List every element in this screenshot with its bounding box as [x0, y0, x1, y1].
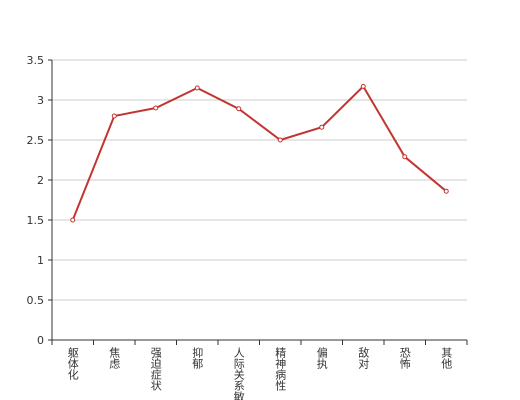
point	[236, 106, 242, 112]
x-tick-label: 精神病性	[274, 347, 287, 392]
x-tick-label: 强迫症状	[149, 347, 162, 391]
x-tick-label: 人际关系敏感	[232, 347, 245, 400]
y-tick-label: 3.5	[27, 54, 45, 67]
x-tick-label: 躯体化	[66, 347, 79, 381]
line	[71, 84, 447, 221]
y-tick-label: 1.5	[27, 214, 45, 227]
x-tick-label: 抑郁	[191, 346, 204, 369]
x-tick-label: 恐怖	[398, 347, 411, 369]
point	[153, 105, 159, 111]
point	[319, 124, 325, 130]
point	[360, 83, 366, 89]
x-tick-label: 焦虑	[108, 347, 121, 369]
point	[194, 85, 200, 91]
point	[70, 217, 76, 223]
y-tick-label: 0	[37, 334, 44, 347]
point	[443, 188, 449, 194]
y-tick-label: 3	[37, 94, 44, 107]
y-tick-label: 2	[37, 174, 44, 187]
y-tick-label: 1	[37, 254, 44, 267]
point	[277, 137, 283, 143]
point	[111, 113, 117, 119]
point	[402, 154, 408, 160]
y-tick-label: 0.5	[27, 294, 45, 307]
x-tick-label: 敌对	[357, 346, 370, 369]
y-tick-label: 2.5	[27, 134, 45, 147]
x-tick-label: 其他	[440, 347, 453, 369]
x-tick-label: 偏执	[315, 346, 328, 370]
